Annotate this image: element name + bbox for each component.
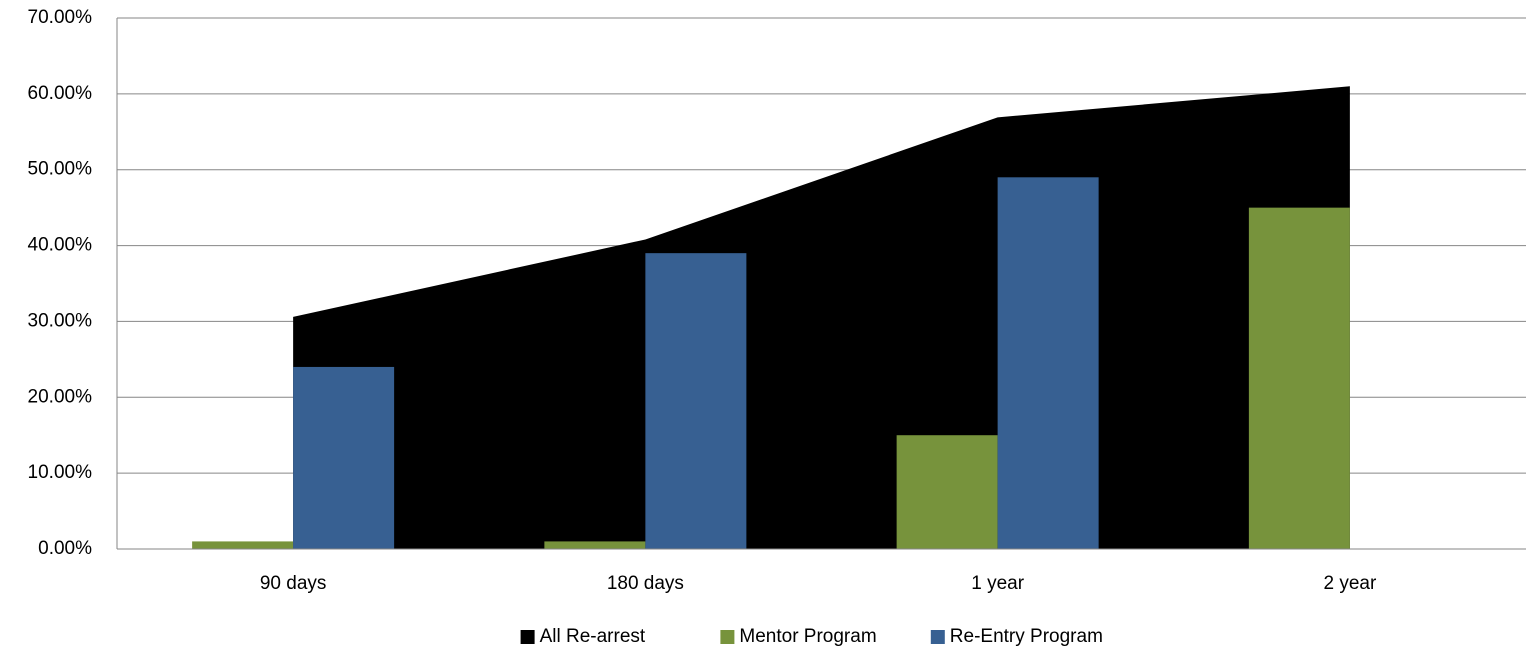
legend-label: Mentor Program	[739, 626, 876, 647]
bar	[645, 253, 747, 549]
y-tick-label: 20.00%	[28, 386, 93, 407]
x-tick-label: 2 year	[1323, 573, 1376, 594]
y-tick-label: 50.00%	[28, 159, 93, 180]
y-tick-label: 0.00%	[38, 538, 92, 559]
bar	[997, 177, 1099, 550]
legend-label: Re-Entry Program	[950, 626, 1103, 647]
legend-label: All Re-arrest	[540, 626, 646, 647]
legend-swatch	[720, 630, 735, 644]
y-tick-label: 40.00%	[28, 235, 93, 256]
legend-swatch	[520, 630, 535, 644]
label-layer: 0.00% 10.00% 20.00% 30.00% 40.00% 50.00% 60.00…	[28, 7, 1526, 647]
area-layer	[293, 86, 1350, 550]
bar	[192, 541, 294, 549]
area	[293, 86, 1350, 550]
x-tick-label: 180 days	[607, 573, 684, 594]
bar	[896, 435, 998, 549]
y-tick-label: 60.00%	[28, 83, 93, 104]
bar	[1248, 207, 1350, 549]
x-tick-label: 1 year	[971, 573, 1024, 594]
y-tick-label: 30.00%	[28, 310, 93, 331]
x-tick-label: 90 days	[260, 573, 327, 594]
y-tick-label: 10.00%	[28, 462, 93, 483]
y-tick-label: 70.00%	[28, 7, 93, 28]
bar	[544, 541, 646, 549]
bar	[293, 366, 395, 549]
bar-layer	[192, 177, 1350, 550]
legend-swatch	[930, 630, 945, 644]
